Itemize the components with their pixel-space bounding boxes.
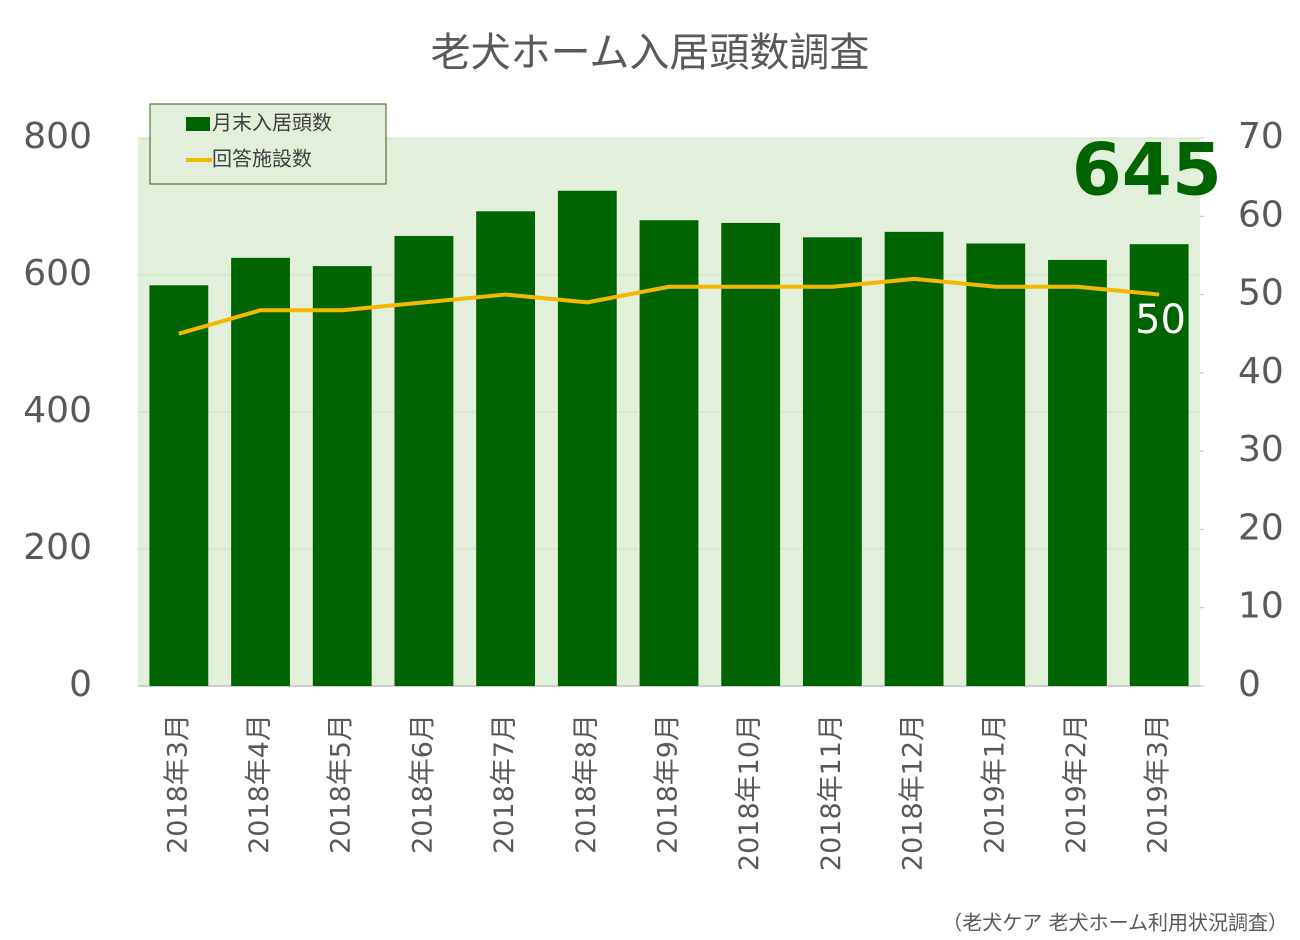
x-tick-label: 2018年5月	[326, 714, 357, 854]
y-tick-label: 600	[23, 253, 92, 294]
bar	[639, 220, 699, 686]
bar	[312, 266, 372, 686]
bar	[1048, 259, 1107, 686]
bar	[394, 235, 454, 686]
bar	[721, 222, 781, 686]
y-tick-label: 800	[23, 116, 92, 157]
bar	[231, 257, 290, 686]
chart-title: 老犬ホーム入居頭数調査	[431, 30, 870, 76]
x-tick-label: 2019年3月	[1143, 714, 1174, 854]
y-tick-label: 0	[69, 664, 92, 705]
bar	[884, 231, 944, 686]
x-tick-label: 2018年4月	[244, 714, 275, 854]
last-value-label: 50	[1135, 297, 1186, 343]
legend-label: 回答施設数	[212, 147, 312, 171]
y2-tick-label: 40	[1238, 351, 1284, 392]
bar	[557, 190, 617, 686]
y2-tick-label: 50	[1238, 273, 1284, 314]
source-note: （老犬ケア 老犬ホーム利用状況調査）	[942, 911, 1288, 935]
x-tick-label: 2018年10月	[734, 714, 765, 871]
y2-tick-label: 70	[1238, 116, 1284, 157]
bar	[802, 237, 862, 686]
legend-swatch	[186, 117, 210, 131]
last-value-label: 645	[1072, 128, 1222, 212]
y-tick-label: 200	[23, 527, 92, 568]
x-tick-label: 2019年2月	[1061, 714, 1092, 854]
line	[178, 276, 1160, 336]
x-tick-label: 2018年8月	[571, 714, 602, 854]
bar	[966, 243, 1026, 687]
x-tick-label: 2019年1月	[979, 714, 1010, 854]
x-tick-label: 2018年12月	[898, 714, 929, 871]
legend-label: 月末入居頭数	[212, 111, 332, 135]
y2-tick-label: 0	[1238, 664, 1261, 705]
bar	[476, 211, 536, 687]
y2-tick-label: 20	[1238, 507, 1284, 548]
x-tick-label: 2018年7月	[489, 714, 520, 854]
x-tick-label: 2018年3月	[162, 714, 193, 854]
x-tick-label: 2018年6月	[407, 714, 438, 854]
x-tick-label: 2018年9月	[653, 714, 684, 854]
y2-tick-label: 60	[1238, 194, 1284, 235]
y-tick-label: 400	[23, 390, 92, 431]
bar	[1129, 244, 1189, 687]
bar	[149, 285, 209, 686]
y2-tick-label: 10	[1238, 586, 1284, 627]
y2-tick-label: 30	[1238, 429, 1284, 470]
x-tick-label: 2018年11月	[816, 714, 847, 871]
